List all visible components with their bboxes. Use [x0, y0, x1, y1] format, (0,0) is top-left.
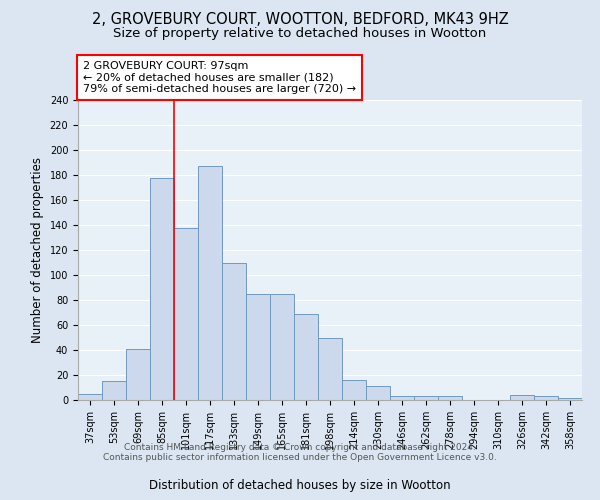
Bar	[198, 166, 222, 400]
Text: Size of property relative to detached houses in Wootton: Size of property relative to detached ho…	[113, 28, 487, 40]
Bar	[558, 398, 582, 400]
Text: Distribution of detached houses by size in Wootton: Distribution of detached houses by size …	[149, 480, 451, 492]
Bar	[246, 294, 270, 400]
Bar	[342, 380, 366, 400]
Text: Contains HM Land Registry data © Crown copyright and database right 2024.
Contai: Contains HM Land Registry data © Crown c…	[103, 443, 497, 462]
Bar	[318, 338, 342, 400]
Bar	[222, 262, 246, 400]
Bar	[78, 394, 102, 400]
Bar	[414, 396, 438, 400]
Bar	[438, 396, 462, 400]
Bar	[150, 178, 174, 400]
Bar	[294, 314, 318, 400]
Bar	[102, 381, 126, 400]
Y-axis label: Number of detached properties: Number of detached properties	[31, 157, 44, 343]
Text: 2 GROVEBURY COURT: 97sqm
← 20% of detached houses are smaller (182)
79% of semi-: 2 GROVEBURY COURT: 97sqm ← 20% of detach…	[83, 61, 356, 94]
Bar	[270, 294, 294, 400]
Bar	[534, 396, 558, 400]
Bar	[366, 386, 390, 400]
Bar	[174, 228, 198, 400]
Bar	[510, 395, 534, 400]
Bar	[126, 349, 150, 400]
Bar	[390, 396, 414, 400]
Text: 2, GROVEBURY COURT, WOOTTON, BEDFORD, MK43 9HZ: 2, GROVEBURY COURT, WOOTTON, BEDFORD, MK…	[92, 12, 508, 28]
